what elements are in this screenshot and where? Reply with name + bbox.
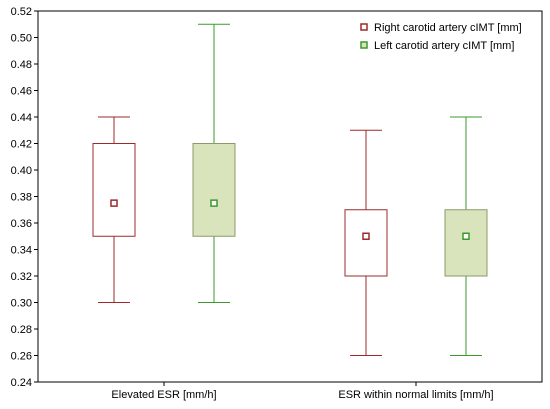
median-marker: [462, 232, 470, 240]
iqr-box: [192, 143, 236, 237]
legend: Right carotid artery cIMT [mm] Left carot…: [360, 22, 522, 52]
y-tick-label: 0.44: [11, 112, 32, 124]
y-tick-label: 0.30: [11, 298, 32, 310]
y-tick-label: 0.34: [11, 245, 32, 257]
box-left-cimt: [192, 23, 236, 303]
x-category-label: Elevated ESR [mm/h]: [111, 389, 216, 401]
y-tick-label: 0.46: [11, 86, 32, 98]
y-tick-label: 0.48: [11, 59, 32, 71]
legend-label: Left carotid artery cIMT [mm]: [374, 40, 514, 52]
y-tick-label: 0.24: [11, 377, 32, 389]
legend-swatch: [360, 23, 368, 31]
legend-label: Right carotid artery cIMT [mm]: [374, 22, 522, 34]
x-axis: Elevated ESR [mm/h] ESR within normal lim…: [111, 382, 494, 401]
box-right-cimt: [92, 116, 136, 303]
iqr-box: [444, 209, 488, 277]
legend-swatch: [360, 41, 368, 49]
y-tick-label: 0.26: [11, 351, 32, 363]
median-marker: [110, 199, 118, 207]
y-axis: 0.24 0.26 0.28 0.30 0.32 0.34 0.36 0.38 0.40 0.42…: [11, 6, 38, 389]
box-series: [92, 23, 488, 356]
median-marker: [362, 232, 370, 240]
y-tick-label: 0.40: [11, 165, 32, 177]
x-category-label: ESR within normal limits [mm/h]: [338, 389, 493, 401]
y-tick-label: 0.32: [11, 271, 32, 283]
median-marker: [210, 199, 218, 207]
iqr-box: [344, 209, 388, 277]
y-tick-label: 0.42: [11, 139, 32, 151]
y-tick-label: 0.50: [11, 33, 32, 45]
box-left-cimt: [444, 116, 488, 356]
box-right-cimt: [344, 129, 388, 356]
y-tick-label: 0.52: [11, 6, 32, 18]
iqr-box: [92, 143, 136, 237]
y-tick-label: 0.28: [11, 324, 32, 336]
y-tick-label: 0.36: [11, 218, 32, 230]
y-tick-label: 0.38: [11, 192, 32, 204]
